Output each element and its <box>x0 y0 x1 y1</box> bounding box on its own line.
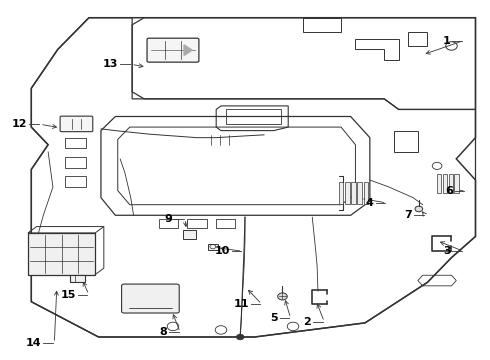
Text: 9: 9 <box>164 214 172 224</box>
Text: 2: 2 <box>303 317 311 327</box>
Bar <box>70 275 85 282</box>
Bar <box>357 182 362 204</box>
Bar <box>449 174 453 193</box>
Bar <box>454 174 459 193</box>
Circle shape <box>278 293 287 300</box>
Bar <box>28 233 95 275</box>
Bar <box>208 243 218 250</box>
Text: 10: 10 <box>214 246 230 256</box>
FancyBboxPatch shape <box>147 38 199 62</box>
Text: 13: 13 <box>103 59 118 69</box>
Circle shape <box>236 334 244 340</box>
Bar <box>183 230 196 239</box>
Text: 3: 3 <box>443 246 450 256</box>
Text: 6: 6 <box>445 186 453 196</box>
Text: 7: 7 <box>404 210 412 220</box>
Text: 11: 11 <box>233 299 249 309</box>
FancyBboxPatch shape <box>122 284 179 313</box>
Text: 8: 8 <box>159 327 167 337</box>
Text: 5: 5 <box>270 313 278 323</box>
Bar <box>345 182 350 204</box>
Bar <box>437 174 441 193</box>
Bar <box>364 182 368 204</box>
Text: 14: 14 <box>26 338 41 348</box>
Bar <box>351 182 356 204</box>
Bar <box>443 174 447 193</box>
Text: 1: 1 <box>443 36 450 46</box>
Circle shape <box>415 206 423 212</box>
Text: 15: 15 <box>61 290 76 300</box>
Polygon shape <box>184 45 192 55</box>
FancyBboxPatch shape <box>60 116 93 132</box>
Text: 12: 12 <box>11 119 27 129</box>
Bar <box>339 182 343 204</box>
Text: 4: 4 <box>366 198 374 208</box>
